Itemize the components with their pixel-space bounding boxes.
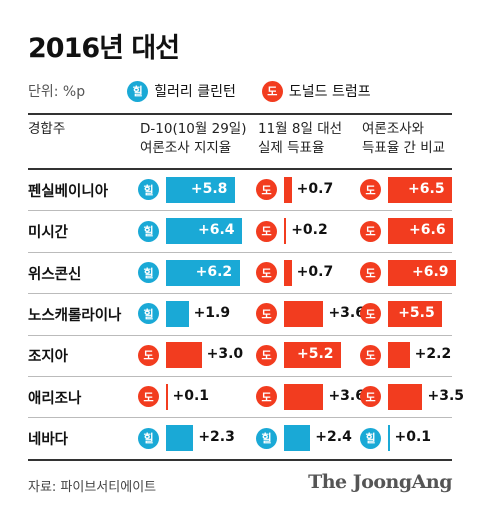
- leader-badge-icon: 도: [256, 344, 277, 366]
- value-bar: [166, 176, 235, 203]
- state-label: 펜실베이니아: [28, 183, 109, 200]
- column-header-diff: 여론조사와 득표율 간 비교: [362, 121, 446, 156]
- value-bar: [388, 342, 410, 369]
- state-label: 위스콘신: [28, 266, 82, 283]
- leader-badge-icon: 도: [138, 386, 159, 408]
- state-label: 노스캐롤라이나: [28, 307, 122, 324]
- unit-label: 단위: %p: [28, 84, 86, 100]
- value-bar: [166, 259, 240, 286]
- value-label: +3.5: [427, 387, 465, 404]
- clinton-badge-icon: 힐: [127, 80, 149, 102]
- leader-badge-icon: 힐: [138, 427, 159, 449]
- header-bottom-rule: [28, 168, 452, 170]
- leader-badge-icon: 도: [256, 220, 277, 242]
- value-label: +3.6: [328, 304, 365, 321]
- legend-label-trump: 도널드 트럼프: [288, 84, 371, 100]
- row-divider: [28, 417, 452, 419]
- value-bar: [388, 259, 456, 286]
- value-label: +3.6: [328, 387, 365, 404]
- leader-badge-icon: 도: [360, 262, 381, 283]
- header-top-rule: [28, 113, 452, 115]
- value-bar: [166, 383, 168, 410]
- value-label: +6.9: [412, 263, 449, 280]
- value-label: +1.9: [193, 304, 231, 321]
- state-label: 애리조나: [28, 390, 82, 407]
- value-bar: [284, 218, 287, 245]
- leader-badge-icon: 힐: [138, 262, 159, 283]
- value-bar: [284, 259, 292, 286]
- value-label: +2.4: [315, 429, 352, 446]
- leader-badge-icon: 도: [256, 303, 277, 325]
- source-note: 자료: 파이브서티에이트: [28, 480, 157, 495]
- leader-badge-icon: 도: [360, 303, 381, 325]
- leader-badge-icon: 도: [138, 344, 159, 366]
- value-bar: [388, 218, 454, 245]
- value-bar: [284, 300, 324, 327]
- chart-title: 2016년 대선: [28, 33, 180, 64]
- state-label: 미시간: [28, 225, 69, 242]
- leader-badge-icon: 도: [256, 179, 277, 201]
- value-bar: [388, 383, 423, 410]
- publisher-logo: The JoongAng: [308, 471, 452, 493]
- leader-badge-icon: 힐: [360, 427, 381, 449]
- value-label: +2.2: [414, 346, 452, 363]
- value-label: +6.5: [408, 180, 445, 197]
- leader-badge-icon: 도: [256, 262, 277, 283]
- row-divider: [28, 376, 452, 377]
- legend: 단위: %p 힐 힐러리 클린턴 도 도널드 트럼프: [28, 80, 397, 102]
- row-divider: [28, 293, 452, 295]
- value-label: +0.7: [296, 263, 334, 280]
- value-bar: [388, 300, 443, 327]
- leader-badge-icon: 힐: [256, 427, 277, 449]
- column-header-result: 11월 8일 대선 실제 득표율: [258, 121, 343, 156]
- state-label: 네바다: [28, 432, 69, 449]
- value-bar: [284, 383, 324, 410]
- value-label: +5.8: [190, 180, 228, 197]
- value-label: +5.5: [398, 304, 435, 321]
- table-bottom-rule: [28, 459, 452, 461]
- leader-badge-icon: 힐: [138, 179, 159, 201]
- value-bar: [388, 425, 390, 452]
- leader-badge-icon: 도: [256, 386, 277, 408]
- value-label: +3.0: [206, 346, 244, 363]
- value-bar: [166, 342, 202, 369]
- value-label: +6.4: [198, 222, 235, 239]
- value-bar: [284, 176, 292, 203]
- value-label: +0.1: [172, 387, 210, 404]
- value-bar: [284, 425, 311, 452]
- value-bar: [166, 300, 189, 327]
- value-bar: [284, 342, 341, 369]
- value-bar: [388, 176, 453, 203]
- value-label: +0.2: [291, 222, 328, 239]
- state-label: 조지아: [28, 349, 69, 366]
- row-header: 경합주: [28, 121, 66, 137]
- value-label: +2.3: [198, 429, 235, 446]
- leader-badge-icon: 힐: [138, 220, 159, 242]
- row-divider: [28, 334, 452, 336]
- legend-item-clinton: 힐 힐러리 클린턴: [127, 80, 236, 102]
- leader-badge-icon: 힐: [138, 303, 159, 325]
- value-label: +6.6: [409, 222, 446, 239]
- column-header-poll: D-10(10월 29일) 여론조사 지지율: [140, 121, 247, 156]
- value-label: +6.2: [195, 263, 233, 280]
- leader-badge-icon: 도: [360, 386, 381, 408]
- legend-item-trump: 도 도널드 트럼프: [261, 80, 371, 102]
- row-divider: [28, 210, 452, 212]
- value-label: +0.7: [296, 180, 334, 197]
- legend-label-clinton: 힐러리 클린턴: [154, 84, 236, 100]
- value-bar: [166, 218, 242, 245]
- value-label: +5.2: [297, 346, 334, 363]
- leader-badge-icon: 도: [360, 344, 381, 366]
- leader-badge-icon: 도: [360, 220, 381, 242]
- value-label: +0.1: [394, 429, 432, 446]
- trump-badge-icon: 도: [261, 80, 283, 102]
- leader-badge-icon: 도: [360, 179, 381, 201]
- row-divider: [28, 251, 452, 253]
- value-bar: [166, 425, 194, 452]
